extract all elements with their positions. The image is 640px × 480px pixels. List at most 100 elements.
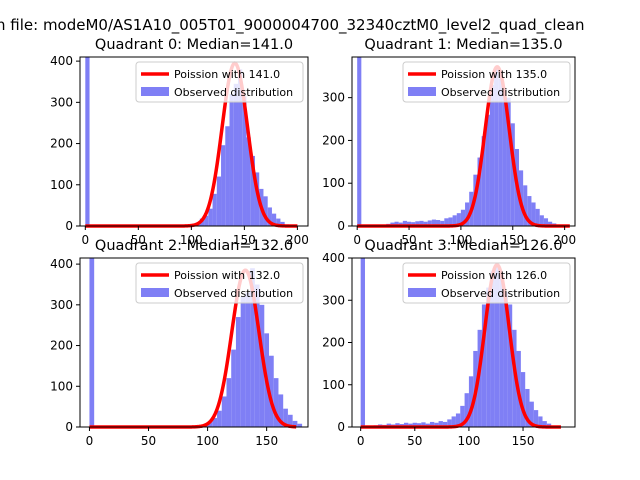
histogram-bar	[254, 284, 260, 427]
histogram-bar	[434, 422, 439, 427]
legend-bar-swatch	[408, 288, 436, 297]
histogram-bar	[431, 219, 437, 226]
histogram-bar	[442, 421, 448, 427]
legend-bar-swatch	[141, 288, 169, 297]
legend-bar-label: Observed distribution	[174, 287, 293, 300]
histogram-bar	[267, 207, 272, 226]
histogram-bar	[423, 221, 428, 226]
y-tick-label: 100	[50, 379, 73, 393]
legend-line-label: Poission with 141.0	[174, 68, 280, 81]
histogram-bar	[427, 220, 432, 226]
histogram-bar	[231, 349, 236, 427]
histogram-bar	[542, 421, 547, 427]
histogram-bar	[485, 114, 490, 226]
panel-quadrant-0: Quadrant 0: Median=141.0 0 50 100 150 200 0 100…	[50, 37, 309, 247]
histogram-bar	[269, 355, 274, 427]
y-tick-label: 300	[50, 95, 73, 109]
legend: Poission with 126.0 Observed distribution	[402, 262, 571, 304]
x-tick-label: 50	[141, 434, 156, 448]
legend-box	[135, 262, 304, 304]
panel-title: Quadrant 0: Median=141.0	[95, 37, 293, 53]
histogram-bar	[240, 296, 246, 427]
y-tick-label: 300	[50, 298, 73, 312]
histogram-bar	[460, 209, 466, 226]
histogram-bar	[507, 304, 513, 427]
histogram-bar	[510, 123, 515, 226]
figure-suptitle: n file: modeM0/AS1A10_005T01_9000004700_…	[0, 16, 585, 35]
histogram-bar-zero-spike	[89, 258, 95, 427]
histogram-bar	[395, 423, 400, 427]
histogram-bar	[412, 422, 417, 427]
histogram-bar	[529, 401, 534, 427]
x-tick-label: 150	[255, 434, 278, 448]
axes-frame	[351, 56, 576, 227]
legend-bar-swatch	[141, 87, 169, 96]
histogram-bar	[489, 84, 495, 227]
legend-line-label: Poission with 135.0	[441, 68, 547, 81]
histogram-bar	[217, 410, 222, 427]
legend-bar-swatch	[408, 87, 436, 96]
histogram-bar	[229, 94, 234, 226]
histogram-bar	[242, 96, 247, 226]
histogram-bar	[506, 97, 511, 226]
y-tick-label: 200	[50, 339, 73, 353]
histogram-bar	[448, 217, 453, 226]
histogram-bar	[421, 422, 426, 427]
y-tick-label: 0	[337, 219, 345, 233]
histogram-bar	[221, 396, 227, 427]
panel-title: Quadrant 3: Median=126.0	[364, 238, 562, 254]
x-tick-label: 0	[353, 233, 361, 247]
histogram-bar	[494, 266, 500, 427]
histogram-bar	[494, 67, 499, 227]
histogram-bar	[204, 215, 209, 226]
histogram-bar	[235, 317, 241, 427]
y-tick-label: 0	[65, 420, 73, 434]
histogram-bar	[278, 394, 284, 427]
y-tick-label: 200	[50, 137, 73, 151]
histogram-bar	[548, 221, 553, 226]
legend-bar-label: Observed distribution	[441, 86, 560, 99]
histogram-bar-zero-spike	[85, 57, 90, 226]
histogram-bar	[481, 136, 486, 226]
legend-box	[402, 262, 571, 304]
histogram-bar	[254, 172, 260, 226]
histogram-bar	[259, 304, 265, 427]
legend: Poission with 132.0 Observed distribution	[135, 262, 304, 304]
histogram-bar	[533, 410, 539, 427]
histogram-bar	[465, 202, 470, 226]
histogram-bar	[535, 208, 540, 226]
x-tick-label: 150	[512, 434, 535, 448]
histogram-bar	[444, 218, 449, 226]
histogram-bar	[212, 418, 218, 427]
x-tick-label: 200	[286, 233, 309, 247]
legend-bar-label: Observed distribution	[174, 86, 293, 99]
histogram-bar	[477, 157, 482, 226]
y-tick-label: 300	[322, 91, 345, 105]
y-tick-label: 400	[322, 251, 345, 265]
x-tick-label: 100	[457, 434, 480, 448]
histogram-bar	[486, 287, 491, 427]
histogram-bar	[216, 176, 222, 226]
y-tick-label: 0	[337, 420, 345, 434]
legend-line-label: Poission with 132.0	[174, 269, 280, 282]
histogram-bar	[226, 378, 232, 427]
histogram-bar	[452, 215, 457, 226]
histogram-bar	[208, 208, 213, 226]
x-tick-label: 150	[233, 233, 256, 247]
histogram-bar	[481, 304, 487, 427]
x-tick-label: 100	[449, 233, 472, 247]
histogram-bar	[451, 416, 456, 427]
histogram-bar	[438, 421, 443, 427]
histogram-bar	[292, 420, 298, 427]
histogram-bar	[402, 220, 407, 226]
histogram-bar	[502, 89, 507, 226]
histogram-bar	[411, 222, 416, 226]
histogram-bar	[207, 422, 213, 427]
panel-quadrant-2: Quadrant 2: Median=132.0 0 50 100 150 0 100 200…	[50, 238, 309, 448]
histogram-bar	[273, 378, 279, 427]
y-tick-label: 200	[322, 133, 345, 147]
histogram-bar	[419, 220, 424, 226]
histogram-bar	[287, 414, 293, 427]
histogram-bar	[440, 220, 445, 226]
